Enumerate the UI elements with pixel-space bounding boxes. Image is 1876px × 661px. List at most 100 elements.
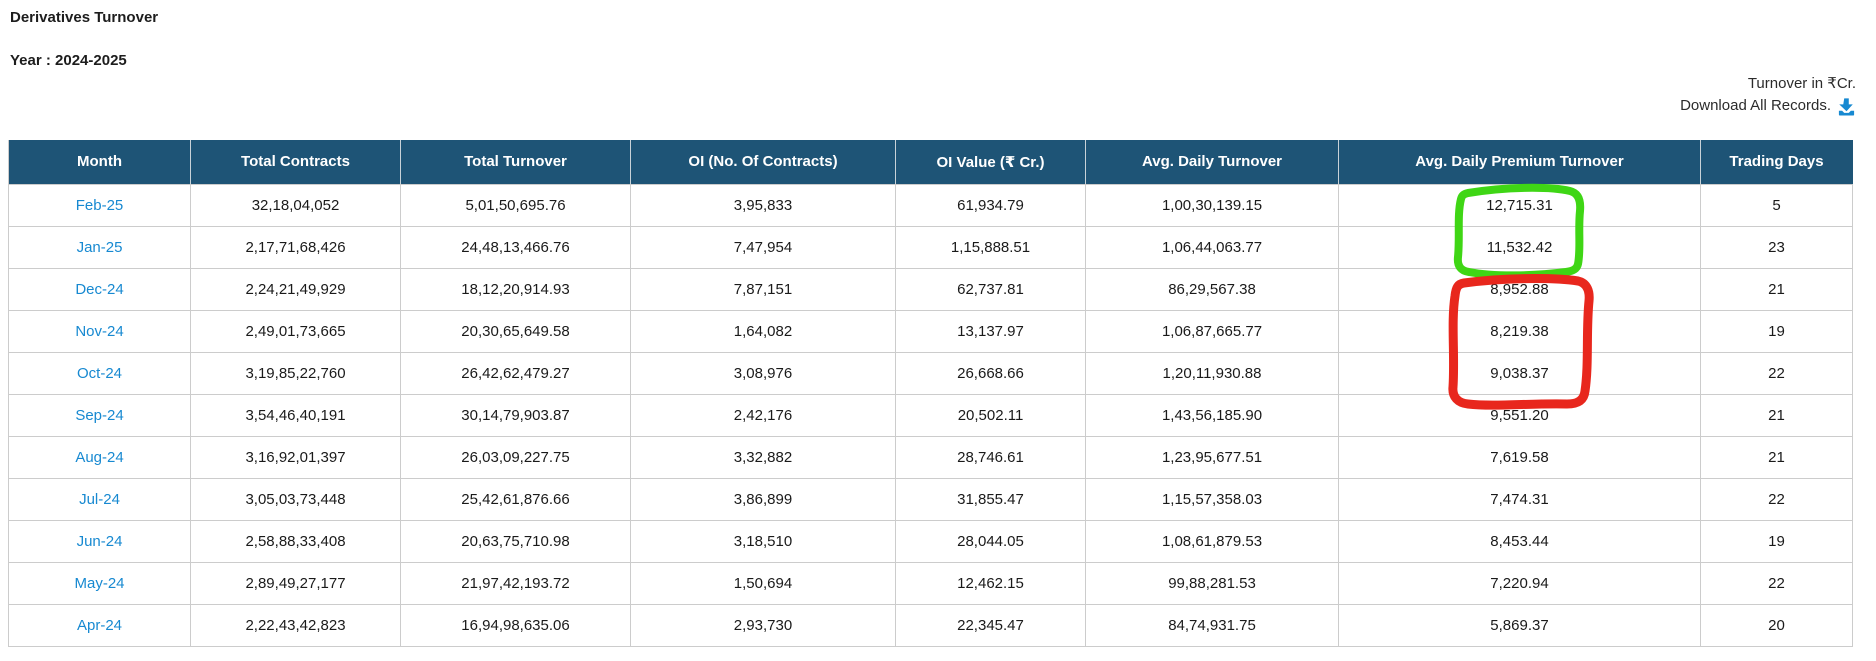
month-cell: Jan-25 — [9, 226, 191, 268]
table-row: Dec-24 2,24,21,49,92918,12,20,914.937,87,… — [9, 268, 1853, 310]
year-label: Year : 2024-2025 — [10, 52, 127, 69]
month-cell: Jun-24 — [9, 520, 191, 562]
cell-total-turnover: 16,94,98,635.06 — [401, 604, 631, 646]
cell-avg-daily-turnover: 1,15,57,358.03 — [1086, 478, 1339, 520]
cell-total-contracts: 3,19,85,22,760 — [191, 352, 401, 394]
cell-avg-daily-premium-turnover: 7,619.58 — [1339, 436, 1701, 478]
cell-total-turnover: 26,42,62,479.27 — [401, 352, 631, 394]
cell-total-turnover: 30,14,79,903.87 — [401, 394, 631, 436]
month-cell: Jul-24 — [9, 478, 191, 520]
cell-oi-no-of-contracts: 7,47,954 — [631, 226, 896, 268]
cell-total-turnover: 24,48,13,466.76 — [401, 226, 631, 268]
cell-trading-days: 21 — [1701, 394, 1853, 436]
cell-total-contracts: 2,24,21,49,929 — [191, 268, 401, 310]
month-link[interactable]: Aug-24 — [75, 449, 123, 466]
column-header-oi-no-of-contracts: OI (No. Of Contracts) — [631, 140, 896, 184]
cell-avg-daily-turnover: 1,06,44,063.77 — [1086, 226, 1339, 268]
turnover-unit-note: Turnover in ₹Cr. — [1680, 73, 1856, 95]
cell-avg-daily-premium-turnover: 12,715.31 — [1339, 184, 1701, 226]
cell-oi-value-cr: 20,502.11 — [896, 394, 1086, 436]
cell-total-contracts: 2,58,88,33,408 — [191, 520, 401, 562]
cell-avg-daily-premium-turnover: 11,532.42 — [1339, 226, 1701, 268]
cell-avg-daily-turnover: 1,08,61,879.53 — [1086, 520, 1339, 562]
month-cell: Oct-24 — [9, 352, 191, 394]
table-row: Feb-2532,18,04,0525,01,50,695.763,95,833… — [9, 184, 1853, 226]
month-cell: Nov-24 — [9, 310, 191, 352]
table-row: Oct-24 3,19,85,22,76026,42,62,479.273,08,… — [9, 352, 1853, 394]
cell-avg-daily-premium-turnover: 9,551.20 — [1339, 394, 1701, 436]
cell-trading-days: 21 — [1701, 268, 1853, 310]
table-row: Apr-242,22,43,42,82316,94,98,635.062,93,… — [9, 604, 1853, 646]
top-right-notes: Turnover in ₹Cr. Download All Records. — [1680, 73, 1856, 117]
cell-oi-value-cr: 61,934.79 — [896, 184, 1086, 226]
month-link[interactable]: Sep-24 — [75, 407, 123, 424]
table-body: Feb-2532,18,04,0525,01,50,695.763,95,833… — [9, 184, 1853, 646]
cell-avg-daily-premium-turnover: 8,219.38 — [1339, 310, 1701, 352]
download-all-records-label: Download All Records. — [1680, 95, 1831, 117]
column-header-avg-daily-premium-turnover: Avg. Daily Premium Turnover — [1339, 140, 1701, 184]
month-link[interactable]: Nov-24 — [75, 323, 123, 340]
cell-oi-value-cr: 28,044.05 — [896, 520, 1086, 562]
month-cell: Sep-24 — [9, 394, 191, 436]
cell-total-contracts: 2,49,01,73,665 — [191, 310, 401, 352]
column-header-total-contracts: Total Contracts — [191, 140, 401, 184]
cell-trading-days: 19 — [1701, 520, 1853, 562]
cell-total-turnover: 25,42,61,876.66 — [401, 478, 631, 520]
cell-oi-value-cr: 13,137.97 — [896, 310, 1086, 352]
column-header-avg-daily-turnover: Avg. Daily Turnover — [1086, 140, 1339, 184]
month-cell: May-24 — [9, 562, 191, 604]
cell-oi-no-of-contracts: 3,32,882 — [631, 436, 896, 478]
month-link[interactable]: Dec-24 — [75, 281, 123, 298]
month-cell: Apr-24 — [9, 604, 191, 646]
cell-oi-no-of-contracts: 3,08,976 — [631, 352, 896, 394]
cell-trading-days: 19 — [1701, 310, 1853, 352]
download-icon[interactable] — [1837, 97, 1856, 116]
month-link[interactable]: Oct-24 — [77, 365, 122, 382]
cell-oi-no-of-contracts: 3,95,833 — [631, 184, 896, 226]
cell-avg-daily-turnover: 1,00,30,139.15 — [1086, 184, 1339, 226]
cell-oi-no-of-contracts: 7,87,151 — [631, 268, 896, 310]
month-link[interactable]: Jul-24 — [79, 491, 120, 508]
cell-oi-no-of-contracts: 1,64,082 — [631, 310, 896, 352]
cell-avg-daily-premium-turnover: 9,038.37 — [1339, 352, 1701, 394]
cell-total-contracts: 32,18,04,052 — [191, 184, 401, 226]
cell-oi-value-cr: 62,737.81 — [896, 268, 1086, 310]
cell-trading-days: 22 — [1701, 478, 1853, 520]
month-link[interactable]: Feb-25 — [76, 197, 124, 214]
cell-oi-value-cr: 26,668.66 — [896, 352, 1086, 394]
cell-oi-value-cr: 22,345.47 — [896, 604, 1086, 646]
cell-total-contracts: 3,16,92,01,397 — [191, 436, 401, 478]
cell-avg-daily-premium-turnover: 7,474.31 — [1339, 478, 1701, 520]
cell-oi-no-of-contracts: 1,50,694 — [631, 562, 896, 604]
cell-trading-days: 22 — [1701, 352, 1853, 394]
month-link[interactable]: Jun-24 — [77, 533, 123, 550]
cell-oi-no-of-contracts: 3,86,899 — [631, 478, 896, 520]
cell-oi-value-cr: 12,462.15 — [896, 562, 1086, 604]
cell-total-turnover: 20,63,75,710.98 — [401, 520, 631, 562]
month-link[interactable]: Jan-25 — [77, 239, 123, 256]
cell-total-contracts: 2,89,49,27,177 — [191, 562, 401, 604]
cell-avg-daily-premium-turnover: 7,220.94 — [1339, 562, 1701, 604]
table-header-row: MonthTotal ContractsTotal TurnoverOI (No… — [9, 140, 1853, 184]
cell-trading-days: 22 — [1701, 562, 1853, 604]
cell-trading-days: 23 — [1701, 226, 1853, 268]
month-cell: Feb-25 — [9, 184, 191, 226]
cell-avg-daily-premium-turnover: 8,952.88 — [1339, 268, 1701, 310]
cell-avg-daily-turnover: 84,74,931.75 — [1086, 604, 1339, 646]
page-title: Derivatives Turnover — [10, 9, 158, 26]
month-cell: Dec-24 — [9, 268, 191, 310]
cell-avg-daily-premium-turnover: 5,869.37 — [1339, 604, 1701, 646]
cell-avg-daily-premium-turnover: 8,453.44 — [1339, 520, 1701, 562]
download-all-records-link[interactable]: Download All Records. — [1680, 95, 1856, 117]
cell-total-contracts: 2,17,71,68,426 — [191, 226, 401, 268]
cell-avg-daily-turnover: 99,88,281.53 — [1086, 562, 1339, 604]
month-link[interactable]: May-24 — [74, 575, 124, 592]
cell-total-turnover: 18,12,20,914.93 — [401, 268, 631, 310]
cell-oi-no-of-contracts: 3,18,510 — [631, 520, 896, 562]
cell-avg-daily-turnover: 1,20,11,930.88 — [1086, 352, 1339, 394]
cell-avg-daily-turnover: 86,29,567.38 — [1086, 268, 1339, 310]
cell-total-turnover: 21,97,42,193.72 — [401, 562, 631, 604]
month-link[interactable]: Apr-24 — [77, 617, 122, 634]
month-cell: Aug-24 — [9, 436, 191, 478]
cell-total-turnover: 20,30,65,649.58 — [401, 310, 631, 352]
